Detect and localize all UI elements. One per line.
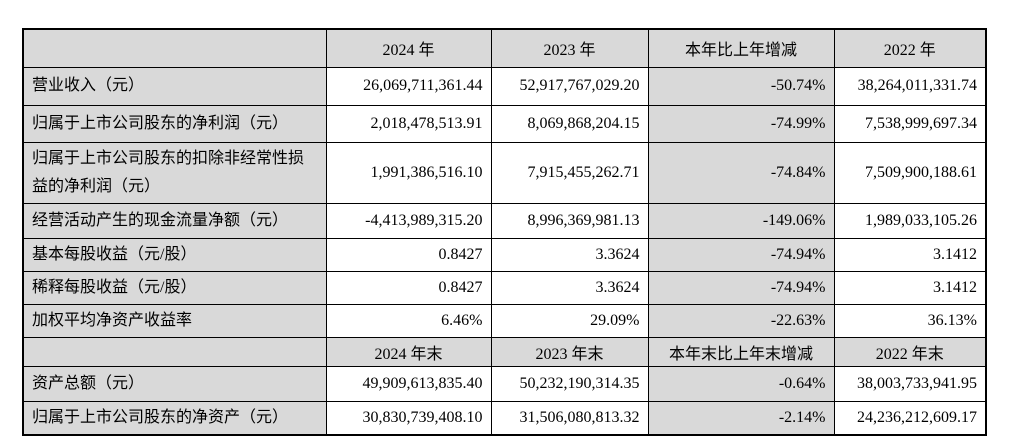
value-2023: 50,232,190,314.35 — [490, 365, 649, 402]
value-2022: 36.13% — [833, 303, 987, 338]
financial-summary-table: 2024 年 2023 年 本年比上年增减 2022 年 营业收入（元） 26,… — [22, 28, 987, 436]
value-change: -0.64% — [647, 365, 835, 402]
value-change: -74.99% — [647, 104, 835, 143]
value-2024: 49,909,613,835.40 — [325, 365, 492, 402]
value-2024: -4,413,989,315.20 — [325, 202, 492, 239]
value-change: -149.06% — [647, 202, 835, 239]
header-2023-eoy: 2023 年末 — [490, 336, 649, 367]
header-2023: 2023 年 — [490, 28, 649, 68]
row-label: 稀释每股收益（元/股） — [22, 270, 327, 305]
value-2023: 3.3624 — [490, 237, 649, 272]
value-2023: 3.3624 — [490, 270, 649, 305]
value-2023: 7,915,455,262.71 — [490, 141, 649, 204]
row-label: 归属于上市公司股东的扣除非经常性损益的净利润（元） — [22, 141, 327, 204]
value-2023: 8,996,369,981.13 — [490, 202, 649, 239]
table-header-row-annual: 2024 年 2023 年 本年比上年增减 2022 年 — [22, 28, 987, 68]
table-row-net-profit: 归属于上市公司股东的净利润（元） 2,018,478,513.91 8,069,… — [22, 104, 987, 143]
value-change: -50.74% — [647, 66, 835, 106]
row-label: 经营活动产生的现金流量净额（元） — [22, 202, 327, 239]
row-label: 营业收入（元） — [22, 66, 327, 106]
table-row-revenue: 营业收入（元） 26,069,711,361.44 52,917,767,029… — [22, 66, 987, 106]
value-2022: 1,989,033,105.26 — [833, 202, 987, 239]
table-row-net-assets: 归属于上市公司股东的净资产（元） 30,830,739,408.10 31,50… — [22, 400, 987, 435]
table-row-diluted-eps: 稀释每股收益（元/股） 0.8427 3.3624 -74.94% 3.1412 — [22, 270, 987, 305]
header-2022-eoy: 2022 年末 — [833, 336, 987, 367]
row-label: 归属于上市公司股东的净资产（元） — [22, 400, 327, 435]
header-2024-eoy: 2024 年末 — [325, 336, 492, 367]
value-2022: 24,236,212,609.17 — [833, 400, 987, 435]
value-change: -22.63% — [647, 303, 835, 338]
value-change: -74.94% — [647, 237, 835, 272]
value-2024: 30,830,739,408.10 — [325, 400, 492, 435]
value-2024: 26,069,711,361.44 — [325, 66, 492, 106]
value-2022: 3.1412 — [833, 237, 987, 272]
value-2024: 6.46% — [325, 303, 492, 338]
value-change: -74.84% — [647, 141, 835, 204]
header-2022: 2022 年 — [833, 28, 987, 68]
row-label: 基本每股收益（元/股） — [22, 237, 327, 272]
header-empty-cell — [22, 28, 327, 68]
header-change-eoy: 本年末比上年末增减 — [647, 336, 835, 367]
header-2024: 2024 年 — [325, 28, 492, 68]
value-change: -2.14% — [647, 400, 835, 435]
value-2022: 3.1412 — [833, 270, 987, 305]
row-label: 归属于上市公司股东的净利润（元） — [22, 104, 327, 143]
value-2022: 38,264,011,331.74 — [833, 66, 987, 106]
row-label: 加权平均净资产收益率 — [22, 303, 327, 338]
table-row-total-assets: 资产总额（元） 49,909,613,835.40 50,232,190,314… — [22, 365, 987, 402]
header-change: 本年比上年增减 — [647, 28, 835, 68]
row-label: 资产总额（元） — [22, 365, 327, 402]
table-row-weighted-avg-roe: 加权平均净资产收益率 6.46% 29.09% -22.63% 36.13% — [22, 303, 987, 338]
table-header-row-eoy: 2024 年末 2023 年末 本年末比上年末增减 2022 年末 — [22, 336, 987, 367]
value-2022: 7,509,900,188.61 — [833, 141, 987, 204]
table-row-basic-eps: 基本每股收益（元/股） 0.8427 3.3624 -74.94% 3.1412 — [22, 237, 987, 272]
value-2023: 52,917,767,029.20 — [490, 66, 649, 106]
value-change: -74.94% — [647, 270, 835, 305]
header-empty-cell — [22, 336, 327, 367]
value-2022: 7,538,999,697.34 — [833, 104, 987, 143]
value-2024: 0.8427 — [325, 270, 492, 305]
table-row-net-profit-excl-nonrecurring: 归属于上市公司股东的扣除非经常性损益的净利润（元） 1,991,386,516.… — [22, 141, 987, 204]
value-2023: 8,069,868,204.15 — [490, 104, 649, 143]
value-2024: 1,991,386,516.10 — [325, 141, 492, 204]
value-2024: 0.8427 — [325, 237, 492, 272]
value-2024: 2,018,478,513.91 — [325, 104, 492, 143]
table-row-operating-cash-flow: 经营活动产生的现金流量净额（元） -4,413,989,315.20 8,996… — [22, 202, 987, 239]
value-2023: 31,506,080,813.32 — [490, 400, 649, 435]
value-2023: 29.09% — [490, 303, 649, 338]
value-2022: 38,003,733,941.95 — [833, 365, 987, 402]
